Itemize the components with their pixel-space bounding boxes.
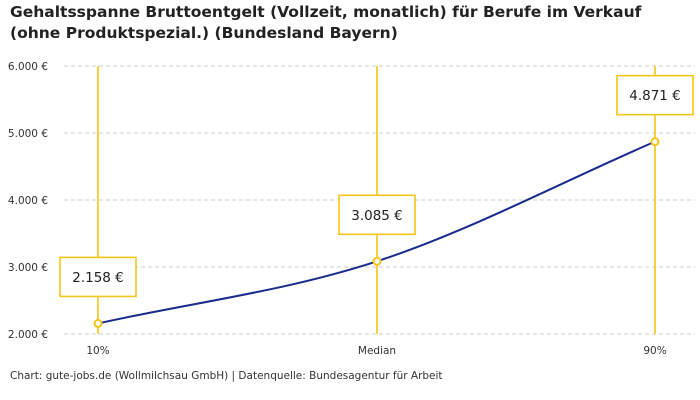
y-tick-label: 6.000 € [8,61,48,73]
value-label: 4.871 € [629,88,681,104]
y-tick-label: 4.000 € [8,195,48,207]
value-label-box [59,256,137,298]
y-axis-ticks: 2.000 € 3.000 € 4.000 € 5.000 € 6.000 € [8,61,48,341]
y-tick-label: 2.000 € [8,329,48,341]
chart-title: Gehaltsspanne Bruttoentgelt (Vollzeit, m… [10,3,642,42]
value-label: 2.158 € [72,270,124,286]
x-tick-label: Median [358,345,396,357]
x-axis-ticks: 10% Median 90% [86,345,666,357]
y-tick-label: 3.000 € [8,262,48,274]
x-tick-label: 10% [86,345,109,357]
data-point [93,318,103,328]
value-label-box [616,74,694,116]
x-tick-label: 90% [643,345,666,357]
y-tick-label: 5.000 € [8,128,48,140]
data-point [650,137,660,147]
value-label-layer: 2.158 € 3.085 € 4.871 € [59,74,694,298]
value-label: 3.085 € [351,208,403,224]
data-point [372,256,382,266]
source-note: Chart: gute-jobs.de (Wollmilchsau GmbH) … [10,370,443,382]
value-label-box [338,194,416,236]
point-layer [93,137,660,328]
